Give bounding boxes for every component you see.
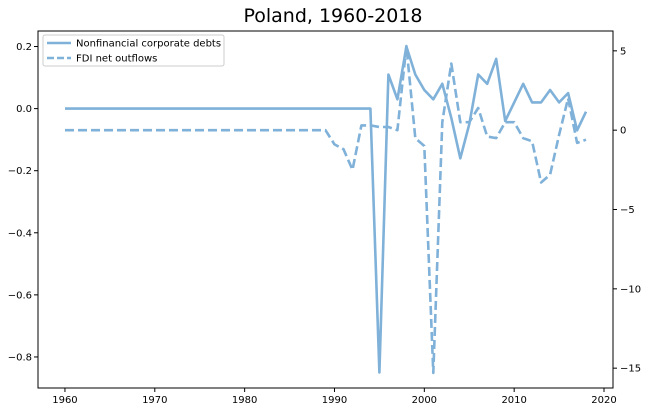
y-right-tick-label: 5 [620, 46, 626, 57]
y-left-tick-label: −0.2 [8, 166, 32, 177]
chart-title: Poland, 1960-2018 [243, 5, 422, 27]
legend: Nonfinancial corporate debts FDI net outf… [42, 34, 225, 67]
x-tick-label: 2020 [591, 395, 616, 406]
legend-label-1: Nonfinancial corporate debts [76, 39, 221, 50]
legend-label-2: FDI net outflows [76, 54, 157, 65]
series-line-2 [65, 44, 587, 375]
x-tick-label: 2000 [412, 395, 437, 406]
y-left-tick-label: −0.4 [8, 228, 32, 239]
x-tick-label: 1960 [52, 395, 77, 406]
x-tick-label: 1990 [322, 395, 347, 406]
x-tick-label: 2010 [501, 395, 526, 406]
y-right-tick-label: −10 [620, 284, 641, 295]
series-layer [65, 44, 588, 375]
y-left-tick-label: −0.6 [8, 290, 32, 301]
axes-layer: 1960 1970 1980 1990 2000 2010 2020 0.2 0.0 −0.2 −0… [8, 42, 641, 406]
x-tick-label: 1970 [142, 395, 167, 406]
y-left-tick-label: 0.2 [16, 42, 32, 53]
y-right-tick-label: −15 [620, 364, 641, 375]
y-right-tick-label: 0 [620, 126, 626, 137]
y-left-tick-label: −0.8 [8, 352, 32, 363]
legend-box [42, 34, 225, 67]
x-tick-label: 1980 [232, 395, 257, 406]
y-left-tick-label: 0.0 [16, 104, 32, 115]
y-right-tick-label: −5 [620, 205, 635, 216]
series-line-1 [65, 45, 588, 374]
